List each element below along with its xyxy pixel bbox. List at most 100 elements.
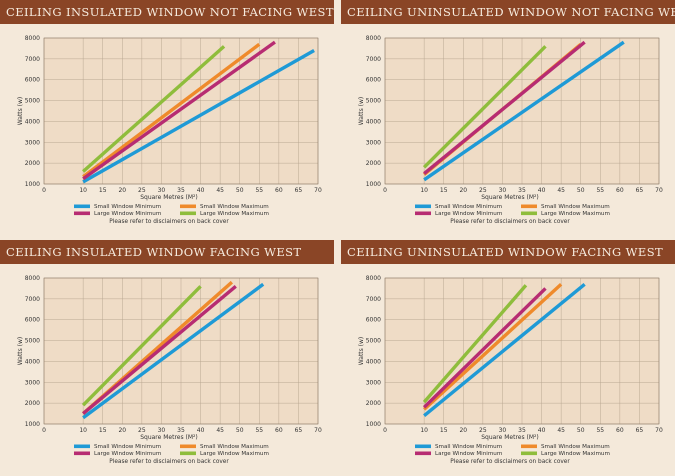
legend-label-large-max: Large Window Maximum: [200, 211, 269, 217]
x-tick-label: 50: [236, 187, 244, 194]
legend-label-small-min: Small Window Minimum: [435, 444, 502, 450]
chart-panel-insulated-not-west: CEILING INSULATED WINDOW NOT FACING WEST…: [0, 0, 334, 236]
disclaimer-note: Please refer to disclaimers on back cove…: [450, 219, 570, 225]
y-tick-label: 2000: [366, 400, 381, 407]
y-tick-label: 4000: [366, 118, 381, 125]
x-tick-label: 40: [197, 427, 205, 434]
y-tick-label: 5000: [25, 98, 40, 105]
line-chart-svg: 0 10 15 20 25 30 35 40 45 50 55 60 65 70 1000 2000 3000 4…: [17, 35, 322, 225]
x-tick-label: 60: [616, 427, 624, 434]
plot-border: [43, 277, 319, 425]
y-tick-label: 4000: [366, 358, 381, 365]
x-tick-label: 35: [518, 187, 526, 194]
legend-swatch-large-min: [415, 451, 431, 456]
x-tick-label: 20: [118, 187, 126, 194]
x-tick-label: 30: [158, 427, 166, 434]
y-tick-label: 6000: [25, 317, 40, 324]
plot-border: [43, 37, 319, 185]
x-tick-label: 0: [42, 427, 46, 434]
x-tick-label: 15: [440, 427, 448, 434]
series-line-small-min: [423, 282, 586, 417]
series-line-large-max: [81, 285, 202, 407]
series-line-large-max: [422, 284, 528, 404]
chart-panel-uninsulated-not-west: CEILING UNINSULATED WINDOW NOT FACING WE…: [341, 0, 675, 236]
legend-swatch-large-max: [180, 451, 196, 456]
y-tick-label: 7000: [25, 56, 40, 63]
y-tick-label: 1000: [25, 421, 40, 428]
legend-label-small-min: Small Window Minimum: [94, 204, 161, 210]
x-tick-label: 0: [383, 187, 387, 194]
legend-label-large-min: Large Window Minimum: [435, 451, 502, 457]
series-line-large-min: [82, 40, 276, 181]
series-line-small-min: [423, 40, 625, 182]
y-tick-label: 4000: [25, 118, 40, 125]
legend-label-large-max: Large Window Maximum: [200, 451, 269, 457]
legend-label-large-max: Large Window Maximum: [541, 211, 610, 217]
y-tick-label: 3000: [25, 139, 40, 146]
legend-swatch-small-min: [415, 204, 431, 209]
y-tick-label: 5000: [366, 338, 381, 345]
x-tick-label: 15: [440, 187, 448, 194]
x-tick-label: 45: [557, 427, 565, 434]
x-tick-label: 50: [577, 187, 585, 194]
legend-label-small-max: Small Window Maximum: [541, 444, 610, 450]
y-tick-label: 8000: [25, 35, 40, 42]
legend-label-small-min: Small Window Minimum: [435, 204, 502, 210]
y-tick-label: 6000: [25, 77, 40, 84]
series-line-large-max: [422, 45, 547, 169]
line-chart-svg: 0 10 15 20 25 30 35 40 45 50 55 60 65 70 1000 2000 3000 4…: [17, 275, 322, 465]
disclaimer-note: Please refer to disclaimers on back cove…: [109, 459, 229, 465]
x-tick-label: 55: [596, 187, 604, 194]
x-tick-label: 40: [538, 187, 546, 194]
line-chart-svg: 0 10 15 20 25 30 35 40 45 50 55 60 65 70 1000 2000 3000 4…: [358, 35, 663, 225]
x-tick-label: 70: [655, 187, 663, 194]
x-tick-label: 55: [596, 427, 604, 434]
y-tick-label: 8000: [366, 35, 381, 42]
y-tick-label: 3000: [25, 379, 40, 386]
x-tick-label: 40: [197, 187, 205, 194]
legend-swatch-small-max: [180, 204, 196, 209]
legend-swatch-small-min: [74, 444, 90, 449]
x-tick-label: 35: [177, 187, 185, 194]
chart-title: CEILING INSULATED WINDOW FACING WEST: [0, 240, 334, 264]
x-tick-label: 20: [459, 427, 467, 434]
x-tick-label: 65: [636, 187, 644, 194]
y-tick-label: 7000: [25, 296, 40, 303]
legend-label-large-min: Large Window Minimum: [94, 451, 161, 457]
y-axis-label: Watts (w): [358, 97, 365, 126]
legend-label-large-min: Large Window Minimum: [435, 211, 502, 217]
disclaimer-note: Please refer to disclaimers on back cove…: [450, 459, 570, 465]
x-tick-label: 45: [216, 427, 224, 434]
x-tick-label: 60: [275, 427, 283, 434]
x-tick-label: 50: [236, 427, 244, 434]
legend-swatch-large-min: [74, 451, 90, 456]
y-tick-label: 8000: [366, 275, 381, 282]
series-line-large-min: [82, 285, 237, 415]
x-tick-label: 65: [295, 187, 303, 194]
y-axis-label: Watts (w): [17, 97, 24, 126]
y-axis-label: Watts (w): [358, 337, 365, 366]
x-tick-label: 45: [216, 187, 224, 194]
y-tick-label: 5000: [366, 98, 381, 105]
legend-swatch-large-min: [74, 211, 90, 216]
x-axis-label: Square Metres (M²): [140, 194, 198, 201]
y-tick-label: 5000: [25, 338, 40, 345]
chart-title: CEILING UNINSULATED WINDOW NOT FACING WE…: [341, 0, 675, 24]
legend: Small Window Minimum Small Window Maximum…: [74, 204, 269, 217]
legend: Small Window Minimum Small Window Maximum…: [74, 444, 269, 457]
legend-swatch-small-max: [521, 444, 537, 449]
series-line-large-min: [423, 40, 586, 175]
x-tick-label: 10: [79, 427, 87, 434]
x-tick-label: 35: [518, 427, 526, 434]
y-tick-label: 2000: [25, 400, 40, 407]
legend-swatch-large-max: [180, 211, 196, 216]
x-tick-label: 55: [255, 427, 263, 434]
x-tick-label: 55: [255, 187, 263, 194]
x-tick-label: 35: [177, 427, 185, 434]
y-tick-label: 3000: [366, 379, 381, 386]
series-line-small-min: [82, 49, 315, 184]
x-axis-label: Square Metres (M²): [140, 434, 198, 441]
y-tick-label: 7000: [366, 56, 381, 63]
x-tick-label: 40: [538, 427, 546, 434]
